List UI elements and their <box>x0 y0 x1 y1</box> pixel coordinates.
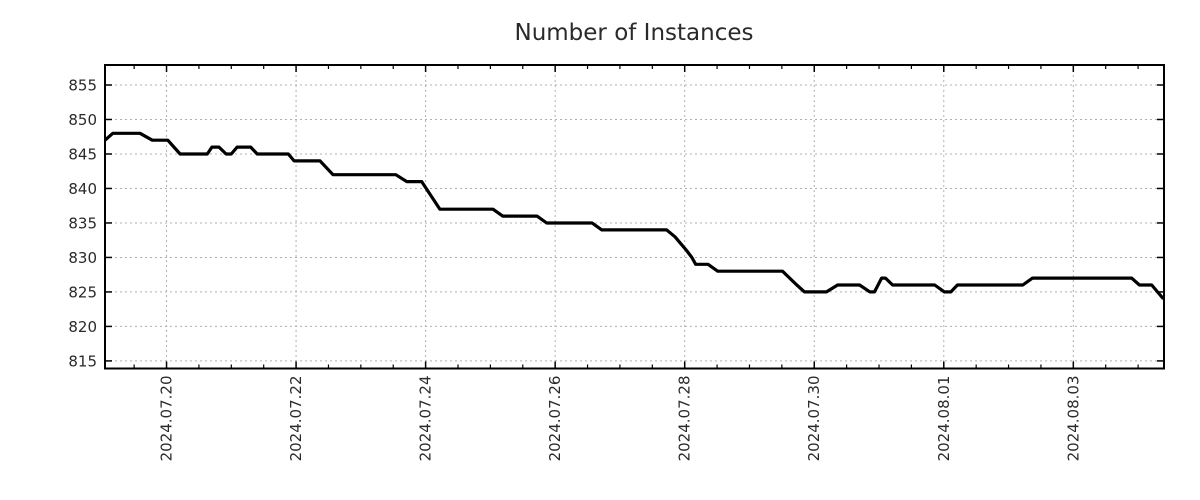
x-tick-label: 2024.07.22 <box>287 376 305 462</box>
tick-layer <box>105 65 1164 369</box>
y-tick-label: 825 <box>68 283 97 301</box>
x-tick-label: 2024.07.24 <box>417 376 435 462</box>
label-layer: 815 820 825 830 835 840 845 850 855 2024.07.20 202… <box>68 77 1082 462</box>
series-line-instances <box>103 131 1165 300</box>
y-tick-label: 845 <box>68 145 97 163</box>
y-tick-label: 855 <box>68 77 97 95</box>
chart-title: Number of Instances <box>515 20 754 46</box>
y-tick-label: 850 <box>68 111 97 129</box>
y-tick-label: 840 <box>68 180 97 198</box>
x-tick-label: 2024.07.20 <box>158 376 176 462</box>
y-tick-label: 830 <box>68 249 97 267</box>
series-layer <box>103 131 1165 300</box>
y-tick-label: 820 <box>68 318 97 336</box>
y-tick-label: 835 <box>68 214 97 232</box>
axis-box <box>104 64 1165 370</box>
x-tick-label: 2024.08.03 <box>1064 376 1082 462</box>
x-tick-label: 2024.07.28 <box>676 376 694 462</box>
x-tick-label: 2024.07.30 <box>805 376 823 462</box>
grid-layer <box>105 65 1164 369</box>
y-tick-label: 815 <box>68 352 97 370</box>
x-tick-label: 2024.08.01 <box>935 375 953 461</box>
x-tick-label: 2024.07.26 <box>546 376 564 462</box>
